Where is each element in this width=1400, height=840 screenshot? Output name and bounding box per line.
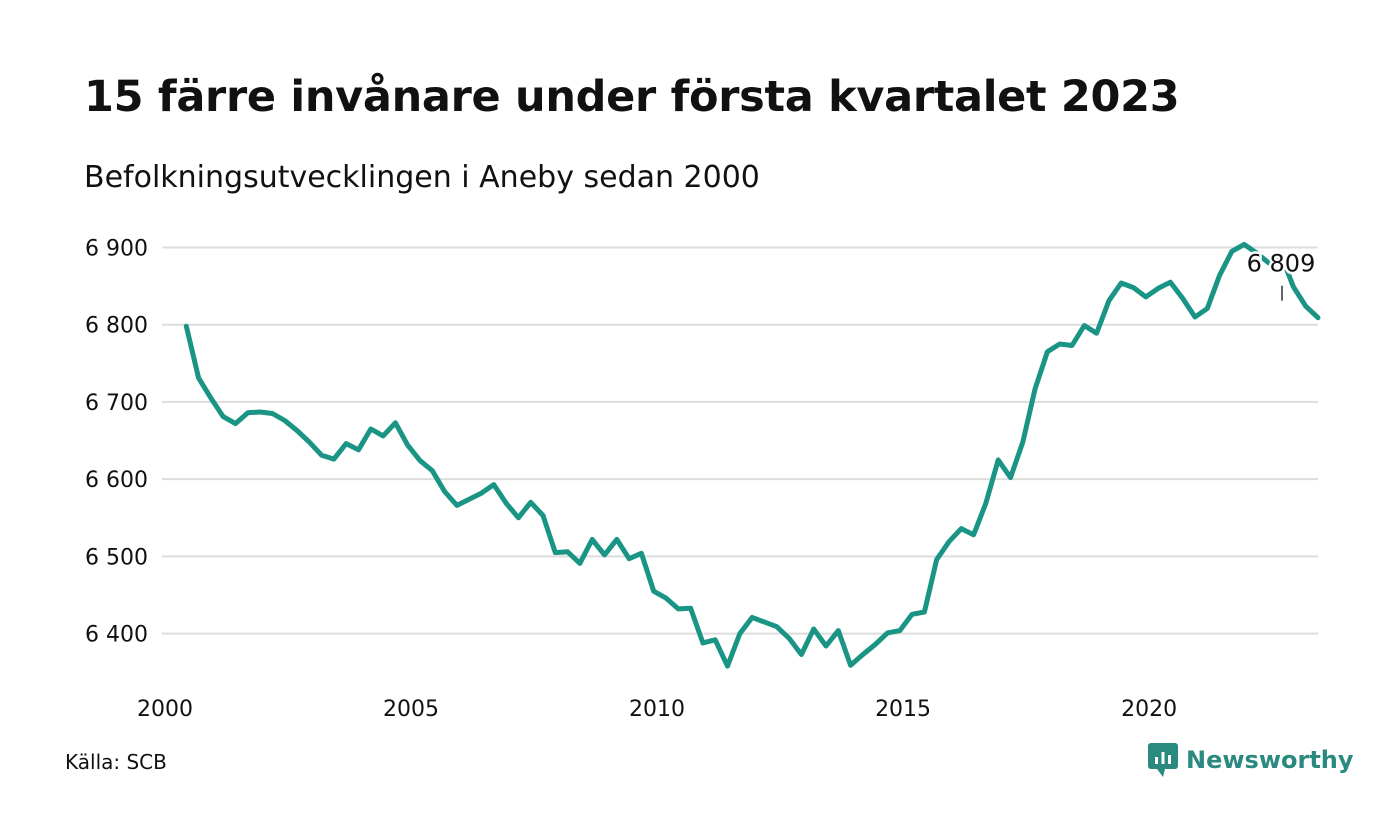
y-tick-label: 6 900	[85, 236, 148, 261]
brand-name: Newsworthy	[1186, 746, 1354, 774]
x-tick-label: 2005	[383, 697, 439, 722]
chart-subtitle: Befolkningsutvecklingen i Aneby sedan 20…	[84, 160, 760, 195]
y-tick-label: 6 700	[85, 391, 148, 416]
newsworthy-logo-icon	[1148, 743, 1178, 777]
x-tick-label: 2020	[1121, 697, 1177, 722]
x-tick-label: 2015	[875, 697, 931, 722]
population-line	[183, 241, 1321, 669]
y-tick-label: 6 500	[85, 545, 148, 570]
source-note: Källa: SCB	[65, 750, 167, 774]
x-tick-label: 2010	[629, 697, 685, 722]
line-chart: 6 400 6 500 6 600 6 700 6 800 6 900 2000 2005 20…	[85, 236, 1321, 722]
brand-logo: Newsworthy	[1148, 743, 1354, 777]
y-tick-label: 6 600	[85, 468, 148, 493]
end-value-label: 6 809	[1247, 250, 1316, 278]
y-tick-label: 6 400	[85, 623, 148, 648]
x-tick-label: 2000	[137, 697, 193, 722]
chart-title: 15 färre invånare under första kvartalet…	[84, 72, 1180, 122]
y-tick-label: 6 800	[85, 314, 148, 339]
